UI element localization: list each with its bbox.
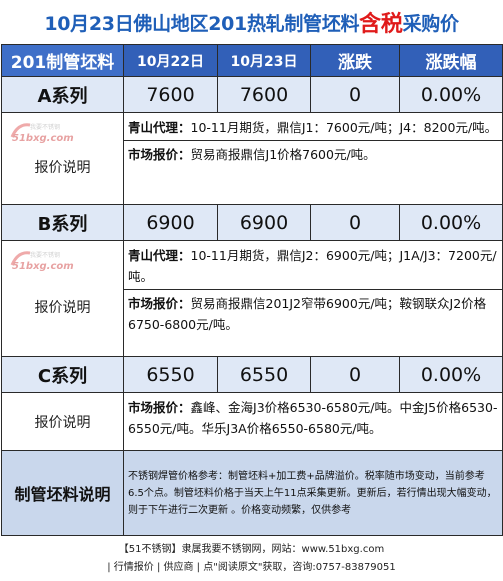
price-curr: 6900 (217, 204, 311, 241)
note-content: 青山代理：10-11月期货，鼎信J2：6900元/吨；J1A/J3：7200元/… (123, 240, 503, 357)
note-content: 青山代理：10-11月期货，鼎信J1：7600元/吨；J4：8200元/吨。 市… (123, 112, 503, 205)
note-text: 10-11月期货，鼎信J1：7600元/吨；J4：8200元/吨。 (190, 120, 498, 135)
header-pct: 涨跌幅 (399, 44, 503, 77)
price-pct: 0.00% (399, 76, 503, 113)
note-row: 我要不锈钢 51bxg.com 报价说明 青山代理：10-11月期货，鼎信J2：… (1, 240, 503, 357)
note-label-cell: 我要不锈钢 51bxg.com 报价说明 (1, 112, 124, 205)
bottom-line-1: 【51不锈钢】隶属我要不锈钢网，网站：www.51bxg.com (118, 544, 385, 555)
svg-text:我要不锈钢: 我要不锈钢 (30, 123, 60, 131)
price-pct: 0.00% (399, 356, 503, 393)
footer-label: 制管坯料说明 (1, 450, 124, 536)
watermark-logo-icon: 我要不锈钢 51bxg.com (10, 251, 74, 272)
note-row: 报价说明 市场报价：鑫峰、金海J3价格6530-6580元/吨。中金J5价格65… (1, 392, 503, 451)
title-tail: 采购价 (402, 12, 459, 35)
title-highlight: 含税 (359, 12, 403, 37)
note-text: 贸易商报鼎信J1价格7600元/吨。 (190, 147, 376, 162)
footer-text: 不锈钢焊管价格参考：制管坯料+加工费+品牌溢价。税率随市场变动，当前参考6.5个… (123, 450, 503, 536)
header-product: 201制管坯料 (1, 44, 124, 77)
price-prev: 6900 (123, 204, 218, 241)
bottom-line-2: | 行情报价 | 供应商 | 点"阅读原文"获取，咨询:0757-8387905… (107, 562, 396, 573)
note-content: 市场报价：鑫峰、金海J3价格6530-6580元/吨。中金J5价格6530-65… (123, 392, 503, 451)
price-prev: 6550 (123, 356, 218, 393)
table-row: A系列 7600 7600 0 0.00% (1, 76, 503, 113)
price-curr: 7600 (217, 76, 311, 113)
footer-row: 制管坯料说明 不锈钢焊管价格参考：制管坯料+加工费+品牌溢价。税率随市场变动，当… (1, 450, 503, 536)
table-header-row: 201制管坯料 10月22日 10月23日 涨跌 涨跌幅 (1, 44, 503, 77)
note-text: 鑫峰、金海J3价格6530-6580元/吨。中金J5价格6530-6550元/吨… (128, 400, 498, 436)
svg-text:51bxg.com: 51bxg.com (12, 133, 74, 144)
note-row: 我要不锈钢 51bxg.com 报价说明 青山代理：10-11月期货，鼎信J1：… (1, 112, 503, 205)
note-key: 青山代理： (128, 248, 191, 263)
note-label: 报价说明 (34, 159, 91, 176)
series-name: C系列 (1, 356, 124, 393)
note-label-cell: 报价说明 (1, 392, 124, 451)
header-date-curr: 10月23日 (217, 44, 311, 77)
note-key: 市场报价： (128, 147, 191, 162)
svg-text:51bxg.com: 51bxg.com (12, 261, 74, 272)
price-change: 0 (310, 204, 400, 241)
note-key: 市场报价： (128, 296, 191, 311)
series-name: B系列 (1, 204, 124, 241)
note-key: 青山代理： (128, 120, 191, 135)
price-change: 0 (310, 76, 400, 113)
watermark-logo-icon: 我要不锈钢 51bxg.com (10, 123, 74, 144)
table-row: B系列 6900 6900 0 0.00% (1, 204, 503, 241)
price-change: 0 (310, 356, 400, 393)
svg-text:我要不锈钢: 我要不锈钢 (30, 251, 60, 259)
price-table: 201制管坯料 10月22日 10月23日 涨跌 涨跌幅 A系列 7600 76… (1, 44, 503, 536)
note-label: 报价说明 (34, 299, 91, 316)
note-text: 10-11月期货，鼎信J2：6900元/吨；J1A/J3：7200元/吨。 (128, 248, 497, 284)
bottom-info: 【51不锈钢】隶属我要不锈钢网，网站：www.51bxg.com | 行情报价 … (0, 541, 503, 581)
note-label: 报价说明 (34, 414, 91, 431)
page-title: 10月23日佛山地区201热轧制管坯料 含税 采购价 (0, 0, 503, 44)
header-change: 涨跌 (310, 44, 400, 77)
header-date-prev: 10月22日 (123, 44, 218, 77)
note-label-cell: 我要不锈钢 51bxg.com 报价说明 (1, 240, 124, 357)
table-row: C系列 6550 6550 0 0.00% (1, 356, 503, 393)
price-pct: 0.00% (399, 204, 503, 241)
note-text: 贸易商报鼎信201J2窄带6900元/吨；鞍钢联众J2价格6750-6800元/… (128, 296, 487, 332)
price-prev: 7600 (123, 76, 218, 113)
price-curr: 6550 (217, 356, 311, 393)
note-key: 市场报价： (128, 400, 191, 415)
title-main: 10月23日佛山地区201热轧制管坯料 (44, 12, 360, 35)
series-name: A系列 (1, 76, 124, 113)
